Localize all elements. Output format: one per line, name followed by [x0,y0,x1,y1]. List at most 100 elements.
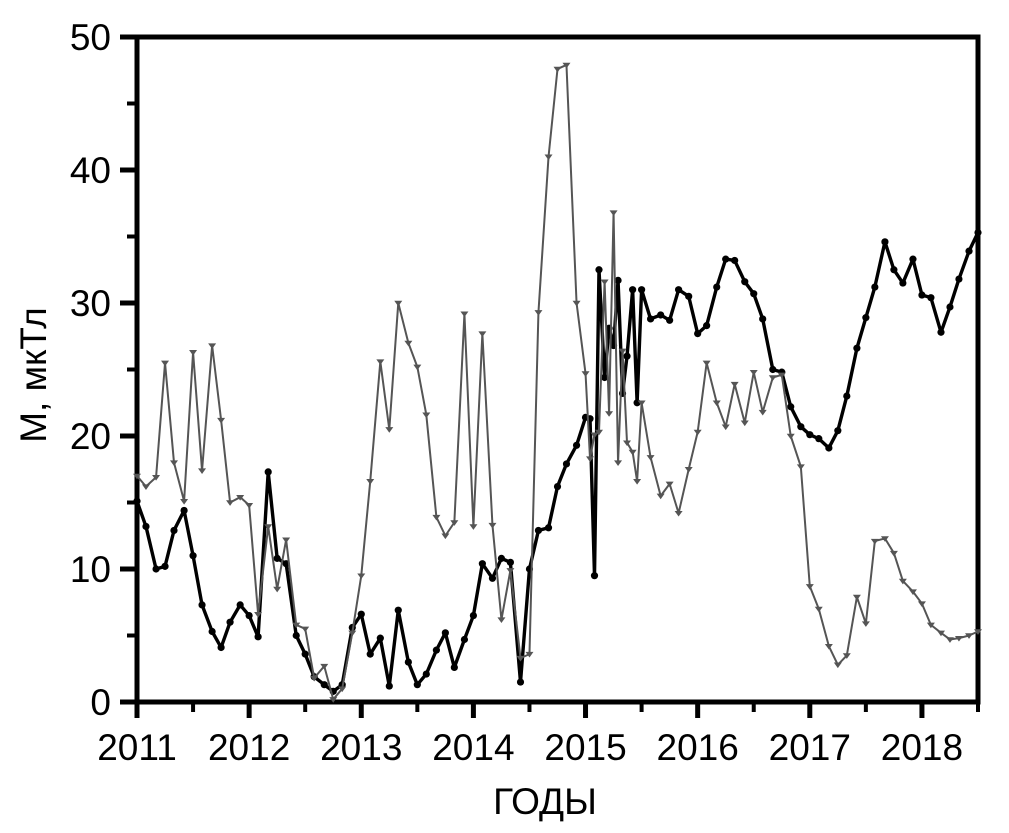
x-tick-label: 2011 [97,727,177,768]
data-point-marker [796,464,805,470]
data-point-marker [152,565,160,573]
data-point-marker [685,292,693,300]
data-point-marker [974,629,982,635]
y-tick-label: 50 [70,17,111,58]
data-point-marker [264,468,272,476]
data-point-marker [917,601,926,607]
data-point-marker [217,643,225,652]
data-point-marker [404,658,412,666]
data-point-marker [460,635,469,644]
data-point-marker [198,468,207,474]
data-point-marker [657,311,665,319]
data-point-marker [601,373,609,382]
data-point-marker [581,371,590,377]
data-point-marker [572,441,581,449]
data-point-marker [245,502,254,509]
y-axis-title: M, мкТл [13,307,54,443]
data-point-marker [141,484,150,490]
data-point-marker [614,276,622,284]
data-point-marker [899,279,907,287]
data-point-marker [684,467,693,473]
data-point-marker [254,633,262,641]
data-point-marker [208,343,217,349]
data-point-marker [366,650,374,658]
data-point-marker [853,344,861,352]
data-point-marker [712,400,721,407]
data-point-marker [646,455,655,461]
x-axis-tick-labels: 2011 2012 2013 2014 2015 2016 2017 2018 [97,727,963,768]
data-point-marker [768,375,777,381]
data-point-marker [441,533,450,540]
data-point-marker [786,433,795,440]
data-point-marker [544,524,553,532]
data-point-marker [594,429,603,436]
data-point-marker [825,444,833,452]
data-point-marker [614,460,623,466]
data-point-marker [338,686,347,693]
data-point-marker [797,423,805,431]
data-point-marker [394,606,402,614]
data-point-marker [161,562,169,570]
data-point-marker [301,626,310,633]
data-series-group [133,62,982,703]
data-point-marker [628,449,637,456]
y-axis-tick-labels: 0 10 20 30 40 50 [70,17,111,723]
data-point-marker [432,514,441,521]
data-point-marker [469,611,477,620]
data-point-marker [189,552,197,560]
data-point-marker [927,294,935,302]
data-point-marker [815,435,823,443]
data-point-marker [133,497,141,505]
data-point-marker [413,681,421,689]
data-point-marker [665,481,674,488]
data-point-marker [898,578,907,585]
data-point-marker [273,554,281,562]
data-point-marker [646,315,655,323]
data-point-marker [946,303,954,311]
data-point-marker [880,536,889,542]
data-point-marker [572,300,581,307]
data-point-marker [460,311,469,318]
data-point-marker [562,62,571,69]
data-point-marker [348,630,357,637]
y-tick-label: 0 [90,682,111,723]
data-point-marker [320,663,329,670]
x-axis-title: ГОДЫ [493,781,597,822]
data-point-marker [534,310,543,316]
data-point-marker [814,606,823,613]
data-point-marker [740,420,749,427]
data-point-marker [161,360,170,367]
data-point-marker [890,266,898,274]
data-point-marker [758,409,767,416]
data-point-marker [413,364,422,371]
x-tick-label: 2014 [432,727,514,768]
data-point-marker [469,524,478,530]
x-tick-label: 2016 [657,727,739,768]
data-point-marker [376,634,384,642]
y-tick-label: 20 [70,416,111,457]
data-point-marker [955,275,963,283]
data-point-marker [562,460,571,468]
data-point-marker [320,681,328,689]
data-point-marker [254,612,263,618]
data-point-marker [198,601,206,609]
data-point-marker [623,440,632,447]
data-point-marker [385,682,393,690]
data-point-marker [713,283,721,291]
data-point-marker [208,627,216,636]
data-point-marker [142,522,150,531]
data-point-marker [693,429,702,436]
x-axis-ticks [134,702,980,718]
data-point-marker [310,675,319,682]
data-point-marker [730,381,739,388]
data-point-marker [674,510,683,517]
data-point-marker [376,359,385,365]
x-tick-label: 2012 [208,727,290,768]
data-point-marker [609,210,618,216]
data-point-marker [422,670,430,678]
data-series-series-gray [133,62,982,703]
data-point-marker [974,228,982,237]
data-point-marker [909,255,917,263]
data-point-marker [189,350,198,356]
